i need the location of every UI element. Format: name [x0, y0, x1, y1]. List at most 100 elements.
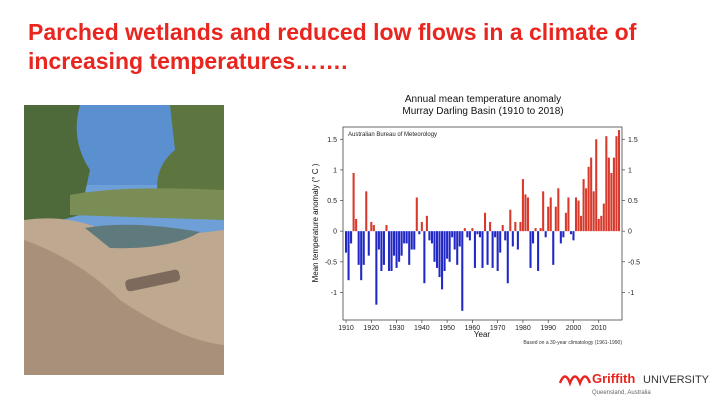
- bar: [577, 200, 580, 232]
- x-tick-label: 1990: [540, 325, 556, 332]
- logo: Griffith UNIVERSITY Queensland, Australi…: [558, 371, 710, 396]
- bar: [372, 225, 375, 232]
- bar: [413, 231, 416, 250]
- photo: [24, 105, 224, 375]
- y2-tick-label: 1.5: [628, 137, 638, 144]
- bar: [428, 231, 431, 241]
- chart-title: Annual mean temperature anomaly: [405, 94, 561, 105]
- y2-tick-label: -0.5: [628, 259, 640, 266]
- bar: [463, 228, 466, 232]
- bar: [592, 191, 595, 232]
- bar: [360, 231, 363, 281]
- bar: [526, 197, 530, 232]
- bar: [544, 231, 547, 238]
- x-tick-label: 2000: [566, 325, 582, 332]
- bar: [403, 231, 406, 244]
- bar: [506, 231, 509, 284]
- bar: [600, 215, 603, 232]
- x-tick-label: 1950: [439, 325, 455, 332]
- bar: [501, 225, 504, 232]
- bar: [370, 221, 373, 232]
- bar: [405, 231, 408, 244]
- x-axis-label: Year: [474, 330, 491, 339]
- bar: [476, 231, 479, 235]
- bar: [549, 197, 552, 232]
- bar: [390, 231, 393, 271]
- bar: [415, 197, 418, 232]
- x-tick-label: 1910: [338, 325, 354, 332]
- bar: [418, 231, 421, 235]
- bar: [532, 231, 535, 244]
- y2-tick-label: 0.5: [628, 198, 638, 205]
- bar: [595, 139, 598, 232]
- bar: [574, 197, 578, 232]
- bar: [398, 231, 401, 262]
- bar: [446, 231, 449, 259]
- bar: [468, 231, 471, 241]
- bar: [580, 215, 583, 232]
- bar: [542, 191, 545, 232]
- bar: [400, 231, 403, 256]
- bar: [587, 166, 590, 232]
- logo-name: Griffith: [592, 371, 635, 386]
- bar: [483, 212, 487, 232]
- bar: [458, 231, 461, 247]
- bar: [504, 231, 507, 241]
- bar: [559, 231, 562, 244]
- bar: [514, 221, 517, 232]
- bar: [564, 212, 567, 232]
- bar: [425, 215, 428, 232]
- bar: [572, 231, 575, 241]
- y2-tick-label: 0: [628, 229, 632, 236]
- bar: [481, 231, 484, 268]
- bar: [537, 231, 540, 271]
- bar: [605, 136, 608, 232]
- bar: [615, 136, 618, 232]
- bar: [357, 231, 360, 265]
- bar: [433, 231, 436, 262]
- x-tick-label: 2010: [591, 325, 607, 332]
- bar: [365, 191, 368, 232]
- bar: [466, 231, 469, 238]
- y2-tick-label: 1: [628, 167, 632, 174]
- y-tick-label: 1.5: [327, 137, 337, 144]
- bar: [410, 231, 413, 250]
- bar: [554, 206, 557, 232]
- x-tick-label: 1980: [515, 325, 531, 332]
- bar: [395, 231, 398, 268]
- bar: [408, 231, 411, 265]
- bar: [382, 231, 385, 265]
- x-tick-label: 1930: [389, 325, 405, 332]
- bar: [456, 231, 459, 265]
- bar: [473, 231, 476, 268]
- bar: [486, 231, 489, 265]
- bar: [375, 231, 378, 305]
- bar: [597, 218, 600, 232]
- logo-suffix: UNIVERSITY: [643, 374, 710, 386]
- bar: [552, 231, 555, 265]
- bar: [430, 231, 433, 244]
- bar: [567, 197, 570, 232]
- bar: [557, 188, 560, 232]
- bar: [590, 157, 593, 232]
- bar: [362, 231, 365, 265]
- bar: [617, 130, 621, 232]
- bar: [451, 231, 454, 238]
- bar: [562, 231, 565, 238]
- bar: [478, 231, 482, 238]
- bar: [521, 179, 524, 232]
- x-tick-label: 1920: [364, 325, 380, 332]
- bar: [524, 194, 527, 232]
- bar: [350, 231, 353, 244]
- bar: [352, 172, 355, 232]
- y-axis-label: Mean temperature anomaly (° C ): [311, 163, 320, 282]
- note: Based on a 30-year climatology (1961-199…: [523, 340, 622, 346]
- bar: [355, 218, 358, 232]
- y-tick-label: 1: [333, 167, 337, 174]
- bar: [602, 203, 605, 232]
- bar: [420, 221, 423, 232]
- bar: [441, 231, 444, 290]
- bar: [610, 172, 613, 232]
